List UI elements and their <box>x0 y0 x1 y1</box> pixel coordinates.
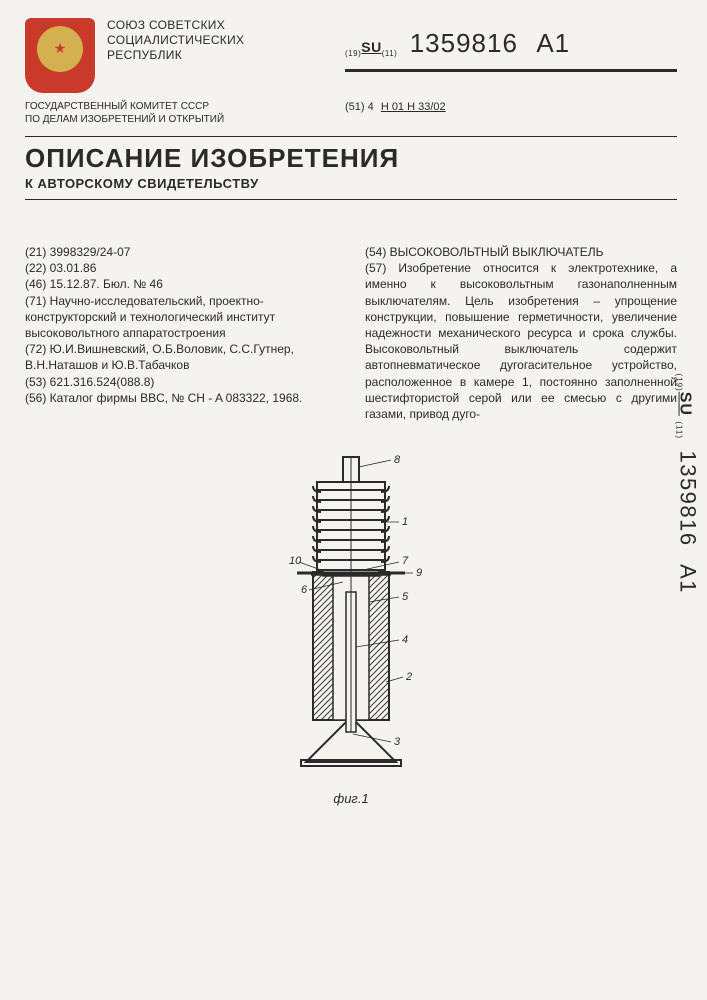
side-code: SU <box>677 392 694 416</box>
side-number: 1359816 <box>676 450 701 546</box>
committee-text: ГОСУДАРСТВЕННЫЙ КОМИТЕТ СССР ПО ДЕЛАМ ИЗ… <box>25 97 345 126</box>
su-suffix: A1 <box>536 28 570 58</box>
su-mid: (11) <box>382 49 398 58</box>
ipc-code: H 01 H 33/02 <box>381 101 446 113</box>
side-prefix: (19) <box>675 373 684 391</box>
svg-text:4: 4 <box>402 634 408 646</box>
svg-text:7: 7 <box>402 555 409 567</box>
svg-text:10: 10 <box>289 555 302 567</box>
svg-text:5: 5 <box>402 591 409 603</box>
figure-caption: фиг.1 <box>25 791 677 806</box>
svg-text:6: 6 <box>301 584 308 596</box>
body-columns: (21) 3998329/24-07 (22) 03.01.86 (46) 15… <box>25 244 677 422</box>
svg-text:8: 8 <box>394 454 401 466</box>
svg-text:1: 1 <box>402 516 408 528</box>
side-suffix: A1 <box>676 564 701 594</box>
field-21: (21) 3998329/24-07 <box>25 244 337 260</box>
su-number: 1359816 <box>410 28 518 58</box>
header-second: ГОСУДАРСТВЕННЫЙ КОМИТЕТ СССР ПО ДЕЛАМ ИЗ… <box>25 97 677 126</box>
left-column: (21) 3998329/24-07 (22) 03.01.86 (46) 15… <box>25 244 337 422</box>
ipc-prefix: (51) 4 <box>345 101 374 113</box>
union-text: СОЮЗ СОВЕТСКИХ СОЦИАЛИСТИЧЕСКИХ РЕСПУБЛИ… <box>107 18 244 63</box>
side-mid: (11) <box>675 421 684 439</box>
field-56: (56) Каталог фирмы BBC, № CH - A 083322,… <box>25 390 337 406</box>
svg-text:3: 3 <box>394 736 401 748</box>
doc-subtitle: К АВТОРСКОМУ СВИДЕТЕЛЬСТВУ <box>25 176 677 191</box>
field-22: (22) 03.01.86 <box>25 260 337 276</box>
publication-id: (19)SU(11) 1359816 A1 <box>345 18 677 93</box>
doc-title: ОПИСАНИЕ ИЗОБРЕТЕНИЯ <box>25 143 677 174</box>
svg-text:9: 9 <box>416 567 422 579</box>
su-prefix: (19) <box>345 49 361 58</box>
side-publication-id: (19)SU (11) 1359816 A1 <box>675 373 701 600</box>
ussr-emblem-icon <box>25 18 95 93</box>
field-46: (46) 15.12.87. Бюл. № 46 <box>25 276 337 292</box>
emblem-block: СОЮЗ СОВЕТСКИХ СОЦИАЛИСТИЧЕСКИХ РЕСПУБЛИ… <box>25 18 345 93</box>
field-53: (53) 621.316.524(088.8) <box>25 374 337 390</box>
su-code: SU <box>361 39 381 55</box>
header-rule <box>345 69 677 72</box>
svg-text:2: 2 <box>405 671 412 683</box>
figure-drawing: 8 1 10 6 7 9 5 4 2 3 <box>251 442 451 782</box>
right-column: (54) ВЫСОКОВОЛЬТНЫЙ ВЫКЛЮЧАТЕЛЬ (57) Изо… <box>365 244 677 422</box>
title-bar: ОПИСАНИЕ ИЗОБРЕТЕНИЯ К АВТОРСКОМУ СВИДЕТ… <box>25 136 677 200</box>
header-top: СОЮЗ СОВЕТСКИХ СОЦИАЛИСТИЧЕСКИХ РЕСПУБЛИ… <box>25 18 677 93</box>
field-71: (71) Научно-исследовательский, проектно-… <box>25 293 337 342</box>
ipc-block: (51) 4 H 01 H 33/02 <box>345 97 446 126</box>
field-57: (57) Изобретение относится к электротехн… <box>365 260 677 422</box>
field-72: (72) Ю.И.Вишневский, О.Б.Воловик, С.С.Гу… <box>25 341 337 373</box>
figure-1: 8 1 10 6 7 9 5 4 2 3 фиг.1 <box>25 442 677 806</box>
field-54: (54) ВЫСОКОВОЛЬТНЫЙ ВЫКЛЮЧАТЕЛЬ <box>365 244 677 260</box>
